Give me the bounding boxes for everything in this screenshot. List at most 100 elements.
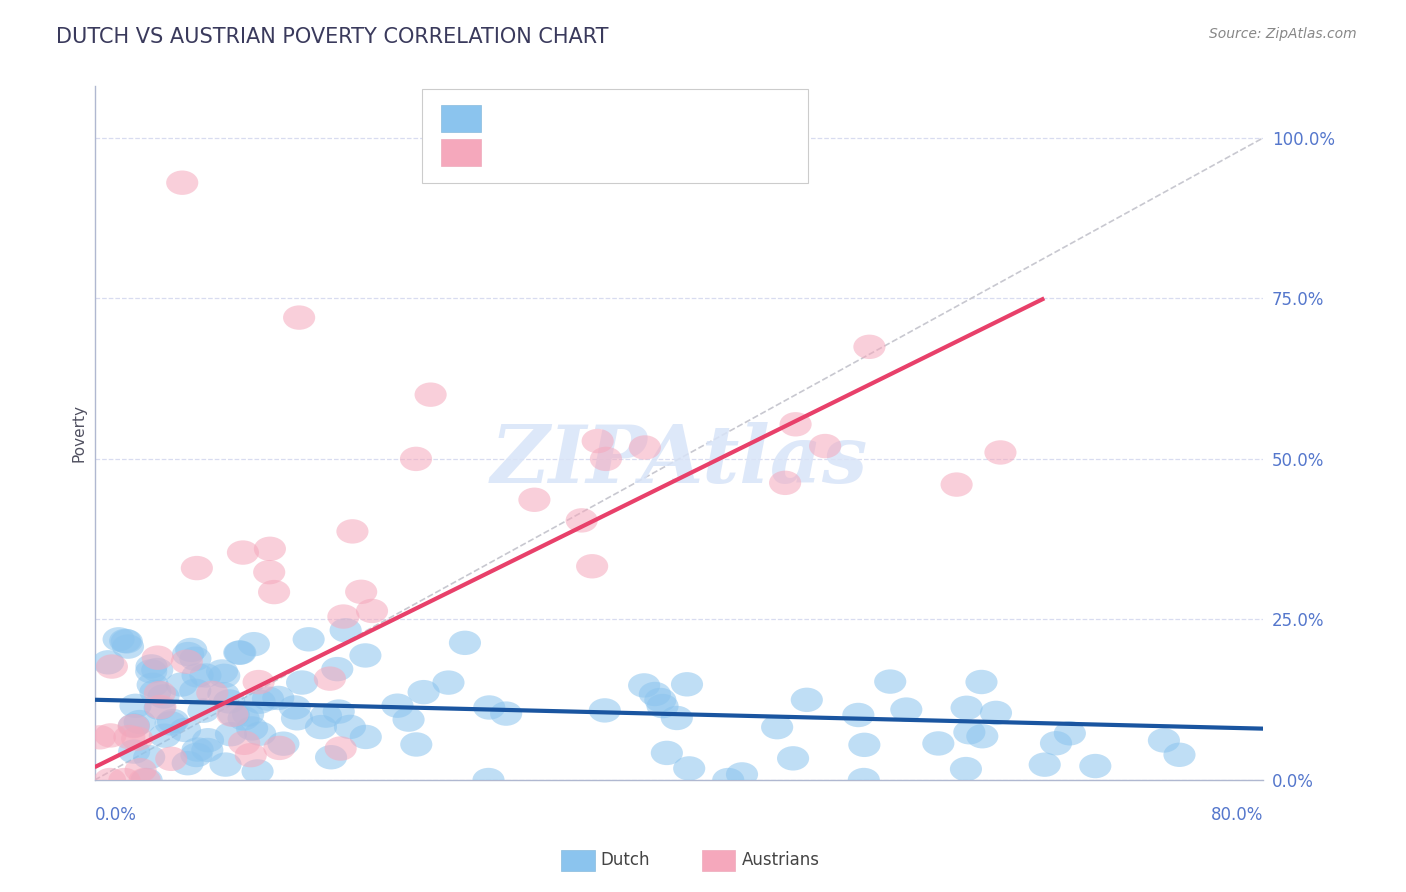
Ellipse shape [205, 659, 238, 683]
Ellipse shape [350, 724, 382, 749]
Ellipse shape [179, 679, 211, 703]
Ellipse shape [94, 723, 127, 747]
Ellipse shape [401, 732, 433, 756]
Ellipse shape [519, 488, 551, 512]
Ellipse shape [170, 649, 202, 674]
Ellipse shape [381, 693, 413, 718]
Ellipse shape [94, 768, 127, 792]
Ellipse shape [181, 663, 214, 688]
Ellipse shape [232, 702, 264, 727]
Ellipse shape [191, 738, 224, 762]
Ellipse shape [644, 688, 676, 712]
Ellipse shape [135, 654, 167, 679]
Ellipse shape [267, 731, 299, 756]
Ellipse shape [725, 762, 758, 787]
Text: Source: ZipAtlas.com: Source: ZipAtlas.com [1209, 27, 1357, 41]
Ellipse shape [190, 664, 222, 688]
Ellipse shape [193, 728, 224, 753]
Ellipse shape [91, 650, 124, 674]
Ellipse shape [1040, 731, 1071, 756]
Ellipse shape [148, 684, 180, 708]
Ellipse shape [941, 473, 973, 497]
Ellipse shape [254, 537, 285, 561]
Ellipse shape [139, 680, 172, 704]
Ellipse shape [922, 731, 955, 756]
Ellipse shape [966, 670, 997, 694]
Ellipse shape [950, 757, 981, 781]
Ellipse shape [118, 714, 150, 738]
Ellipse shape [491, 701, 522, 726]
Ellipse shape [779, 412, 811, 436]
Ellipse shape [120, 694, 152, 718]
Ellipse shape [143, 681, 176, 706]
Ellipse shape [349, 643, 381, 667]
Ellipse shape [565, 508, 598, 533]
Ellipse shape [309, 704, 342, 728]
Ellipse shape [224, 640, 256, 665]
Ellipse shape [449, 631, 481, 655]
Ellipse shape [673, 756, 706, 780]
Text: 0.0%: 0.0% [94, 805, 136, 823]
Text: ZIPAtlas: ZIPAtlas [491, 422, 868, 500]
Ellipse shape [84, 725, 115, 749]
Ellipse shape [112, 634, 143, 659]
Ellipse shape [769, 471, 801, 495]
Ellipse shape [111, 629, 143, 654]
Ellipse shape [472, 768, 505, 792]
Ellipse shape [628, 435, 661, 459]
Ellipse shape [110, 629, 141, 653]
Ellipse shape [671, 672, 703, 697]
Text: 80.0%: 80.0% [1211, 805, 1264, 823]
Ellipse shape [155, 747, 187, 771]
Ellipse shape [228, 706, 260, 731]
Ellipse shape [984, 441, 1017, 465]
Ellipse shape [243, 690, 276, 714]
Ellipse shape [181, 556, 212, 581]
Ellipse shape [305, 714, 337, 739]
Ellipse shape [325, 736, 357, 761]
Ellipse shape [124, 710, 156, 734]
Text: Austrians: Austrians [742, 851, 820, 869]
Ellipse shape [136, 673, 169, 697]
Ellipse shape [245, 722, 276, 746]
Ellipse shape [628, 673, 661, 698]
Ellipse shape [842, 703, 875, 727]
Text: R = -0.185: R = -0.185 [488, 110, 576, 128]
Ellipse shape [336, 519, 368, 543]
Ellipse shape [172, 751, 204, 775]
Ellipse shape [415, 383, 447, 407]
Ellipse shape [263, 736, 295, 760]
Ellipse shape [808, 434, 841, 458]
Ellipse shape [135, 659, 167, 683]
Ellipse shape [778, 746, 808, 771]
Ellipse shape [252, 687, 284, 711]
Ellipse shape [1163, 742, 1195, 767]
Ellipse shape [224, 640, 256, 665]
Ellipse shape [180, 743, 212, 767]
Ellipse shape [131, 768, 163, 792]
Ellipse shape [392, 707, 425, 731]
Ellipse shape [713, 768, 744, 792]
Ellipse shape [103, 627, 135, 651]
Ellipse shape [142, 646, 174, 670]
Ellipse shape [169, 718, 201, 742]
Ellipse shape [217, 703, 249, 727]
Ellipse shape [344, 580, 377, 604]
Ellipse shape [166, 170, 198, 195]
Ellipse shape [950, 696, 983, 720]
Ellipse shape [108, 768, 141, 792]
Ellipse shape [474, 695, 505, 720]
Ellipse shape [1053, 721, 1085, 746]
Ellipse shape [129, 768, 160, 792]
Ellipse shape [589, 698, 621, 723]
Ellipse shape [651, 740, 683, 765]
Ellipse shape [333, 714, 366, 739]
Ellipse shape [433, 671, 464, 695]
Ellipse shape [966, 724, 998, 748]
Ellipse shape [197, 681, 228, 705]
Ellipse shape [408, 680, 440, 705]
Text: N =  48: N = 48 [682, 144, 745, 161]
Ellipse shape [149, 723, 181, 747]
Ellipse shape [283, 305, 315, 330]
Ellipse shape [638, 681, 671, 706]
